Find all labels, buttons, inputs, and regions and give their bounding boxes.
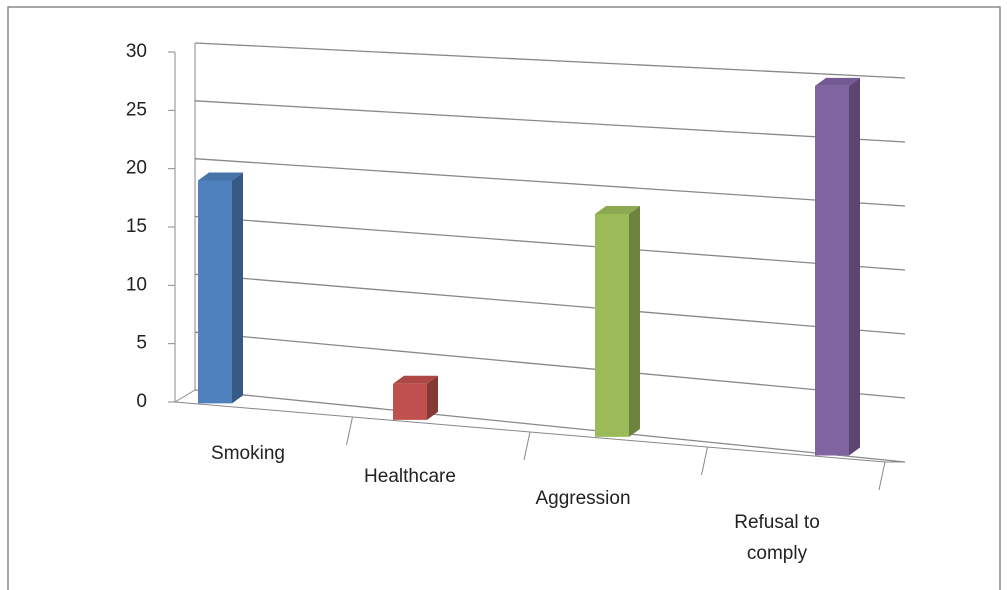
grid-line xyxy=(194,273,906,335)
y-tick-label: 15 xyxy=(126,216,147,237)
bar-face xyxy=(815,85,849,456)
grid-line xyxy=(194,331,906,399)
bar-face xyxy=(198,180,232,404)
grid-line xyxy=(194,158,906,207)
wall-edge xyxy=(174,389,196,403)
bar-face xyxy=(198,172,243,181)
x-tick xyxy=(523,431,531,461)
y-tick-label: 10 xyxy=(126,274,147,295)
grid-line xyxy=(194,215,906,271)
bar-face xyxy=(815,77,860,86)
x-tick xyxy=(701,446,708,476)
bar-face xyxy=(629,206,640,437)
frame xyxy=(7,6,1001,590)
y-tick-label: 0 xyxy=(136,391,147,412)
bar xyxy=(815,77,860,456)
grid-line xyxy=(194,100,906,143)
y-tick-label: 25 xyxy=(126,99,147,120)
x-tick xyxy=(878,461,886,491)
bar xyxy=(393,375,438,420)
grid-line xyxy=(194,389,906,463)
bar xyxy=(198,172,243,404)
y-tick-label: 30 xyxy=(126,41,147,62)
x-tick-label: Aggression xyxy=(535,488,631,509)
bar-face xyxy=(393,375,438,384)
bar-face xyxy=(232,172,243,404)
bar xyxy=(595,206,640,437)
bar-face xyxy=(427,375,438,420)
bar-face xyxy=(595,214,629,437)
y-tick-label: 5 xyxy=(136,333,147,354)
x-tick-label: Smoking xyxy=(211,443,285,464)
bar-face xyxy=(849,77,860,456)
bar-face xyxy=(393,383,427,420)
x-tick-label: Refusal to comply xyxy=(734,512,820,564)
y-tick-label: 20 xyxy=(126,158,147,179)
x-tick-label: Healthcare xyxy=(364,466,456,487)
grid-line xyxy=(194,42,906,79)
x-tick xyxy=(346,416,353,446)
bar-face xyxy=(595,206,640,215)
